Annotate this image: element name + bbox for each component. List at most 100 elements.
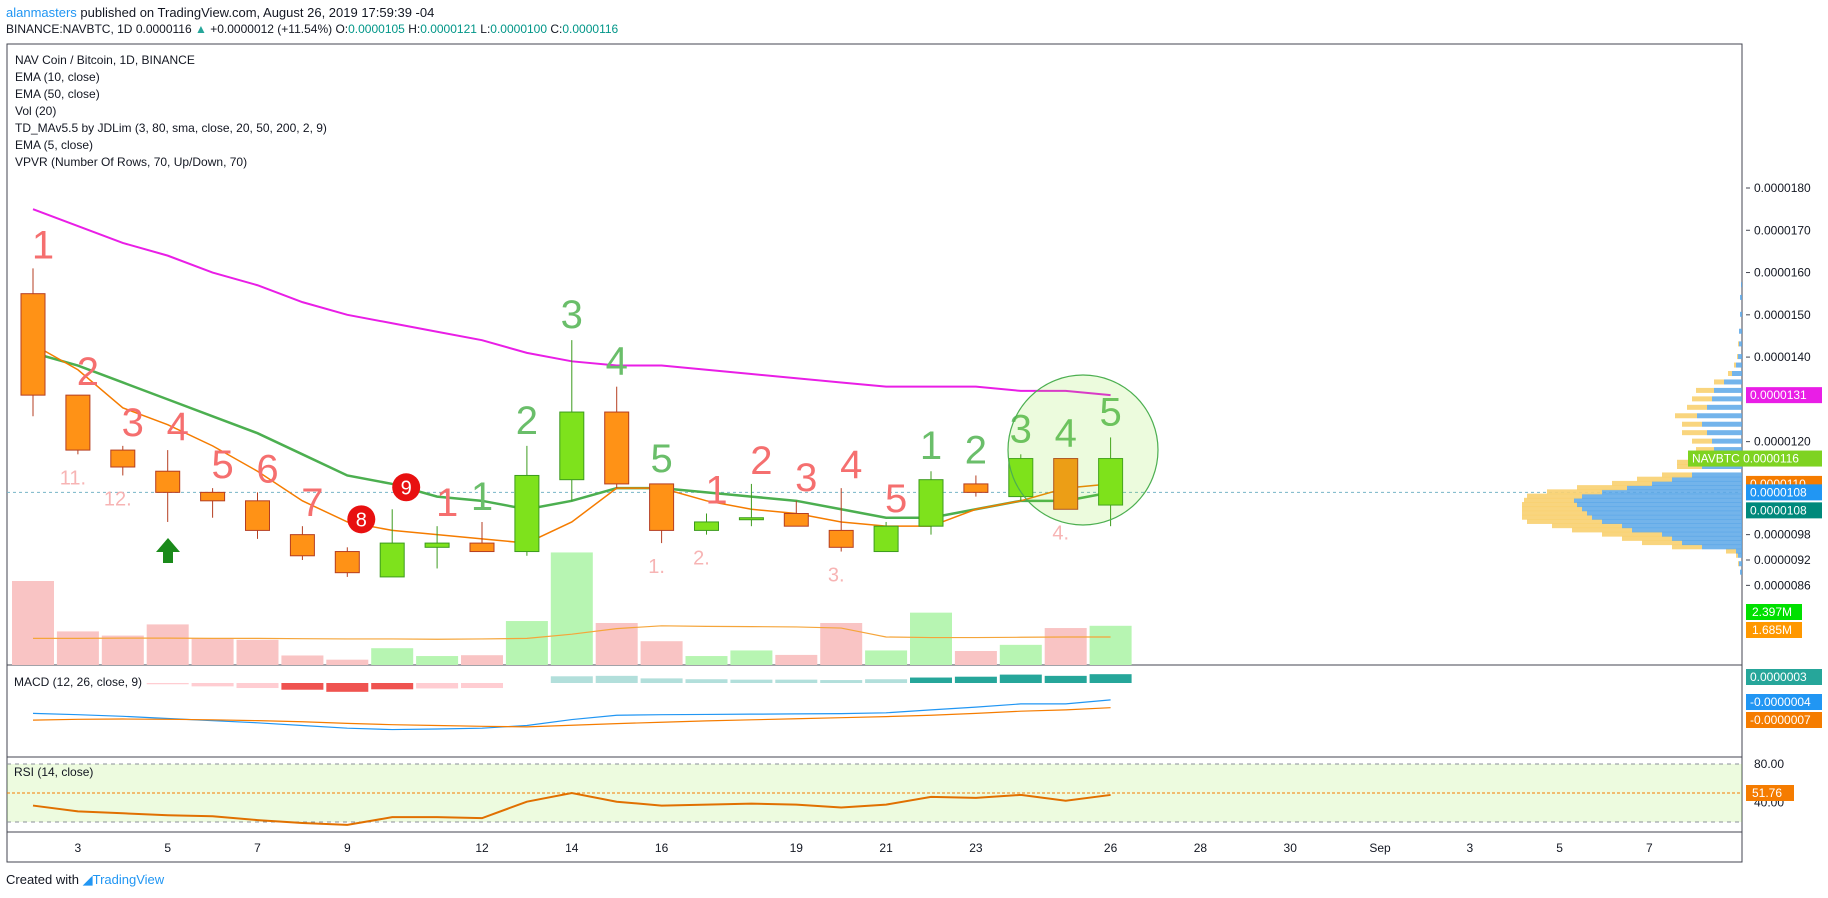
x-tick-label: 7 [1646, 841, 1653, 855]
highlight-circle [1007, 374, 1159, 526]
candle-body [918, 479, 944, 527]
candlesticks[interactable] [20, 268, 1124, 578]
macd-badge-text: 0.0000003 [1750, 670, 1807, 684]
macd-histogram-bar [910, 677, 952, 683]
macd-histogram-bar [550, 676, 593, 683]
candle-body [20, 293, 46, 396]
candle-body [559, 411, 585, 481]
vpvr-histogram [1522, 282, 1742, 575]
macd-histogram-bar [191, 683, 234, 687]
candle-body [873, 525, 899, 553]
vpvr-down-bar [1612, 480, 1652, 486]
vpvr-down-bar [1696, 447, 1714, 453]
td-count-label: 4 [606, 340, 628, 384]
volume-bar [12, 581, 54, 665]
vpvr-down-bar [1527, 518, 1602, 524]
candle-body [738, 517, 764, 521]
candle-body [1098, 458, 1124, 506]
vpvr-down-bar [1738, 561, 1739, 567]
macd-badge [1746, 669, 1822, 685]
vpvr-up-bar [1627, 485, 1742, 491]
volume-bar [685, 656, 728, 665]
td-countdown-label: 12. [104, 488, 132, 510]
vpvr-down-bar [1682, 421, 1702, 427]
macd-histogram-bar [371, 683, 414, 690]
candle-body [155, 470, 181, 493]
candle-body [1008, 458, 1034, 498]
publish-header: alanmasters published on TradingView.com… [6, 5, 434, 20]
vpvr-up-bar [1741, 282, 1742, 288]
td-countdown-label: 3. [828, 565, 845, 587]
price-badge-text: NAVBTC 0.0000116 [1692, 452, 1799, 466]
volume-bar [101, 635, 144, 665]
volume-badge [1746, 622, 1802, 638]
td-count-label: 1 [32, 223, 54, 267]
high-label: H: [408, 22, 421, 36]
change-arrow-icon: ▲ [195, 22, 207, 36]
macd-badge-text: -0.0000004 [1750, 695, 1811, 709]
vpvr-down-bar [1552, 523, 1622, 529]
vpvr-up-bar [1714, 447, 1742, 453]
volume-badge-text: 1.685M [1752, 623, 1792, 637]
x-tick-label: 5 [164, 841, 171, 855]
td-count-label: 6 [256, 447, 278, 491]
macd-badge [1746, 694, 1822, 710]
x-tick-label: 14 [565, 841, 579, 855]
macd-pane[interactable] [32, 674, 1132, 731]
tradingview-link[interactable]: TradingView [92, 872, 165, 887]
price-badge-text: 0.0000108 [1750, 503, 1807, 517]
vpvr-up-bar [1738, 552, 1742, 558]
td-count-label: 4 [1055, 412, 1077, 456]
td-countdown-label: 11. [60, 467, 86, 489]
macd-histogram-bar [685, 679, 728, 683]
vpvr-down-bar [1696, 387, 1714, 393]
volume-bar [865, 650, 908, 665]
td-count-label: 3 [561, 293, 583, 337]
created-with: Created with [6, 872, 79, 887]
volume-badge-text: 2.397M [1752, 605, 1792, 619]
vpvr-down-bar [1692, 396, 1712, 402]
y-tick-label: 0.0000160 [1754, 266, 1811, 280]
vpvr-up-bar [1587, 510, 1742, 516]
td-count-label: 3 [122, 401, 144, 445]
x-tick-label: Sep [1369, 841, 1391, 855]
axes: 3 5 7 9 12 14 16 19 21 23 26 28 30 Sep 3 5 70.00001800.0… [75, 181, 1822, 855]
vpvr-down-bar [1714, 379, 1724, 385]
vpvr-down-bar [1736, 552, 1738, 558]
vpvr-up-bar [1602, 518, 1742, 524]
vpvr-up-bar [1662, 531, 1742, 537]
macd-badge-text: -0.0000007 [1750, 713, 1811, 727]
macd-line [32, 699, 1111, 731]
x-tick-label: 9 [344, 841, 351, 855]
candle-body [469, 542, 495, 553]
vpvr-down-bar [1547, 489, 1602, 495]
rsi-badge-text: 51.76 [1752, 786, 1782, 800]
rsi-badge [1746, 785, 1794, 801]
macd-histogram-bar [146, 683, 189, 685]
volume-bar [1089, 625, 1132, 665]
vpvr-up-bar [1736, 548, 1742, 554]
vpvr-down-bar [1738, 341, 1739, 347]
vpvr-up-bar [1692, 472, 1742, 478]
symbol-label: BINANCE:NAVBTC, 1D [6, 22, 133, 36]
volume-bar [730, 650, 773, 665]
volume-bar [146, 624, 189, 665]
author-link[interactable]: alanmasters [6, 5, 77, 20]
candle-body [604, 411, 630, 485]
macd-badge [1746, 712, 1822, 728]
volume-bar [505, 621, 548, 665]
volume-bar [550, 552, 593, 665]
legend-ema10: EMA (10, close) [15, 70, 100, 84]
vpvr-up-bar [1740, 311, 1742, 317]
rsi-pane[interactable] [7, 763, 1742, 826]
y-tick-label: 0.0000086 [1754, 578, 1811, 592]
vpvr-down-bar [1637, 476, 1672, 482]
close-label: C: [550, 22, 563, 36]
price-badge-text: 0.0000131 [1750, 388, 1807, 402]
volume-badge [1746, 604, 1802, 620]
y-tick-label: 0.0000098 [1754, 528, 1811, 542]
td-count-label: 2 [516, 399, 538, 443]
vpvr-up-bar [1697, 413, 1742, 419]
volume-bar [999, 644, 1042, 665]
